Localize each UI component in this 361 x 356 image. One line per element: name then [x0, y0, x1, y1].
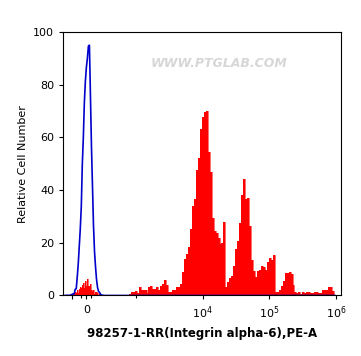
Text: WWW.PTGLAB.COM: WWW.PTGLAB.COM [151, 57, 287, 70]
Y-axis label: Relative Cell Number: Relative Cell Number [18, 105, 27, 223]
X-axis label: 98257-1-RR(Integrin alpha-6),PE-A: 98257-1-RR(Integrin alpha-6),PE-A [87, 327, 317, 340]
